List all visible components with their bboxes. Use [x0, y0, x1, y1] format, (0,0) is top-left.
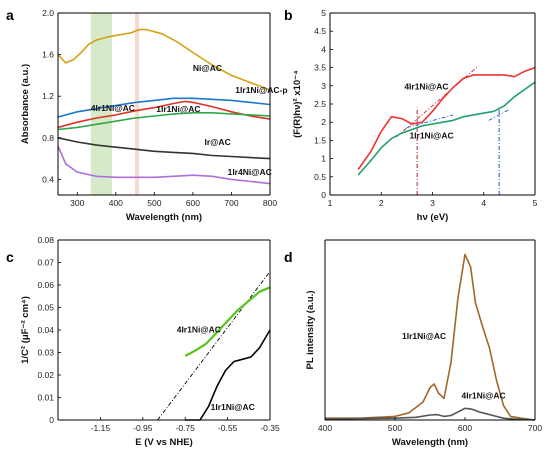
x-tick-label: -0.35	[260, 423, 280, 433]
fit-line	[157, 271, 271, 421]
x-tick-label: 500	[388, 423, 402, 433]
series-label: 4Ir1Ni@AC	[462, 390, 506, 400]
x-tick-label: 700	[528, 423, 542, 433]
y-tick-label: 0.08	[37, 235, 54, 245]
series-line	[184, 286, 271, 357]
x-tick-label: -0.75	[176, 423, 196, 433]
y-tick-label: 0	[49, 415, 54, 425]
x-axis-label: hν (eV)	[417, 212, 449, 223]
y-axis-label: 1/C² (μF⁻² cm⁴)	[20, 296, 31, 364]
y-tick-label: 3	[321, 81, 326, 91]
y-tick-label: 1	[321, 154, 326, 164]
y-tick-label: 1.2	[42, 91, 54, 101]
chart-panel-c: c 4Ir1Ni@AC 1Ir1Ni@AC -1.15 -0.95 -0.75 -0.55 -…	[6, 235, 280, 448]
x-tick-label: 4	[481, 198, 486, 208]
y-tick-label: 3.5	[314, 63, 326, 73]
series-line	[185, 329, 271, 421]
highlight-band	[135, 13, 139, 195]
y-tick-label: 0.8	[42, 133, 54, 143]
series-line	[57, 28, 271, 91]
series-label: Ir@AC	[204, 137, 230, 147]
y-tick-label: 4	[321, 44, 326, 54]
y-tick-label: 0.06	[37, 280, 54, 290]
chart-panel-a: a Ni@AC 1Ir1Ni@AC-p 1Ir1Ni@AC 4Ir1Ni@AC Ir@AC…	[6, 7, 288, 223]
x-tick-label: 1	[328, 198, 333, 208]
x-tick-label: 5	[533, 198, 538, 208]
y-tick-label: 0.5	[314, 172, 326, 182]
y-tick-label: 1.6	[42, 50, 54, 60]
series-line	[57, 100, 271, 129]
highlight-band	[90, 13, 112, 195]
y-tick-label: 5	[321, 8, 326, 18]
series-line	[57, 137, 271, 160]
x-axis-label: E (V vs NHE)	[135, 437, 193, 448]
x-tick-label: 700	[224, 198, 238, 208]
series-line	[357, 66, 536, 170]
y-tick-label: 4.5	[314, 26, 326, 36]
x-tick-label: -0.55	[218, 423, 238, 433]
series-label: 4Ir1Ni@AC	[91, 103, 135, 113]
series-label: Ni@AC	[193, 63, 222, 73]
series-label: 1Ir4Ni@AC	[228, 167, 272, 177]
series-line	[57, 145, 271, 185]
panel-letter: d	[284, 249, 293, 265]
x-tick-label: 600	[186, 198, 200, 208]
y-tick-label: 0.03	[37, 348, 54, 358]
x-tick-label: 600	[458, 423, 472, 433]
y-tick-label: 0.07	[37, 258, 54, 268]
x-tick-label: 400	[318, 423, 332, 433]
series-label: 1Ir1Ni@AC	[211, 402, 255, 412]
x-tick-label: 400	[109, 198, 123, 208]
x-tick-label: 300	[70, 198, 84, 208]
y-tick-label: 0.04	[37, 325, 54, 335]
series-line	[357, 81, 536, 176]
series-label: 4Ir1Ni@AC	[177, 324, 221, 334]
x-tick-label: -0.95	[133, 423, 153, 433]
y-tick-label: 1.5	[314, 135, 326, 145]
panel-letter: b	[284, 7, 293, 23]
fit-line	[396, 65, 479, 138]
x-tick-label: 2	[379, 198, 384, 208]
y-tick-label: 2.0	[42, 8, 54, 18]
series-line	[324, 407, 536, 421]
x-axis-label: Wavelength (nm)	[126, 212, 202, 223]
y-tick-label: 2	[321, 117, 326, 127]
y-axis-label: PL intensity (a.u.)	[305, 290, 316, 369]
y-tick-label: 0.05	[37, 303, 54, 313]
x-tick-label: -1.15	[91, 423, 111, 433]
series-label: 1Ir1Ni@AC-p	[235, 85, 287, 95]
x-tick-label: 3	[430, 198, 435, 208]
fit-line	[406, 114, 454, 129]
series-line	[57, 97, 271, 118]
x-tick-label: 500	[147, 198, 161, 208]
series-label: 1Ir1Ni@AC	[156, 104, 200, 114]
panel-letter: c	[6, 249, 14, 265]
panel-letter: a	[6, 7, 14, 23]
y-axis-label: Absorbance (a.u.)	[20, 64, 31, 144]
series-line	[325, 253, 536, 421]
series-label: 4Ir1Ni@AC	[404, 81, 448, 91]
series-label: 1Ir1Ni@AC	[409, 131, 453, 141]
y-tick-label: 0.4	[42, 174, 54, 184]
y-axis-label: (F(R)hν)² x10⁻⁴	[292, 70, 303, 138]
x-tick-label: 800	[263, 198, 277, 208]
chart-panel-b: b 4Ir1Ni@AC 1Ir1Ni@AC 1 2 3 4 5 0 0.5 1 1.5 2 2.5 3 3.5…	[284, 7, 538, 223]
fit-line	[488, 109, 510, 121]
y-tick-label: 0	[321, 190, 326, 200]
chart-panel-d: d 1Ir1Ni@AC 4Ir1Ni@AC 400 500 600 700 Wavelengt…	[284, 239, 542, 448]
y-tick-label: 2.5	[314, 99, 326, 109]
y-tick-label: 0.01	[37, 393, 54, 403]
series-label: 1Ir1Ni@AC	[402, 331, 446, 341]
y-tick-label: 0.02	[37, 370, 54, 380]
x-axis-label: Wavelength (nm)	[392, 437, 468, 448]
series-line	[57, 112, 271, 131]
